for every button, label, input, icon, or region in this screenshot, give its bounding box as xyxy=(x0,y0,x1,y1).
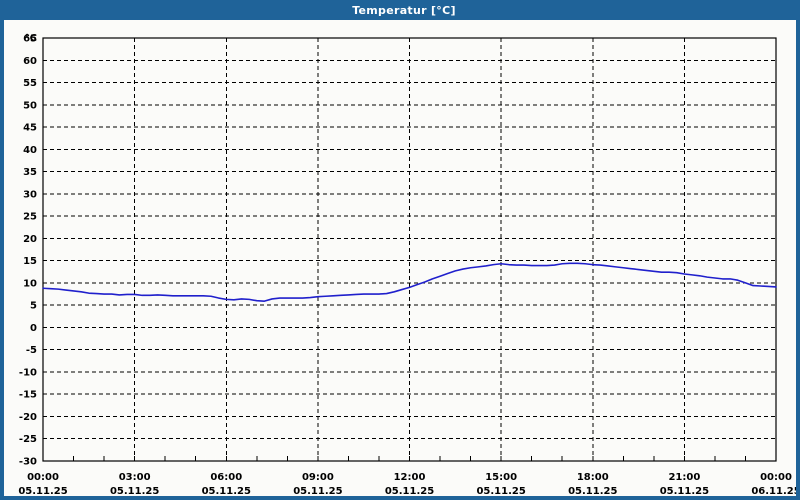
y-axis-tick-label: 65 xyxy=(23,34,37,45)
x-axis-labels: 00:00 05.11.25 03:00 05.11.25 06:00 05.11.25 0… xyxy=(18,472,800,497)
y-axis-tick-label: 50 xyxy=(23,100,37,111)
y-axis-tick-label: 0 xyxy=(30,323,37,334)
x-axis-time-label: 21:00 xyxy=(668,472,700,483)
x-axis-date-label: 05.11.25 xyxy=(293,486,342,497)
y-axis-tick-label: -15 xyxy=(19,390,37,401)
temperature-series-line xyxy=(42,262,777,302)
window-title: Temperatur [°C] xyxy=(352,3,456,17)
y-axis-tick-label: 45 xyxy=(23,123,37,134)
x-axis-date-label: 05.11.25 xyxy=(202,486,251,497)
minor-axis-ticks xyxy=(42,456,777,461)
temperature-line-chart: 65605550454035302520151050-5-10-15-20-25… xyxy=(4,20,800,497)
chart-canvas: 65 60 55 50 45 40 35 30 25 20 15 10 5 0 -5 -10 -15 -20 -25… xyxy=(4,20,800,497)
window-title-bar: Temperatur [°C] xyxy=(4,0,796,20)
x-axis-time-label: 06:00 xyxy=(210,472,242,483)
x-axis-date-label: 05.11.25 xyxy=(110,486,159,497)
y-axis-tick-label: -30 xyxy=(19,457,37,468)
x-axis-time-label: 09:00 xyxy=(302,472,334,483)
y-axis-tick-label: -20 xyxy=(19,412,37,423)
y-axis-tick-label: 60 xyxy=(23,56,37,67)
y-axis-tick-label: 20 xyxy=(23,234,37,245)
chart-background xyxy=(4,20,796,496)
y-axis-unit-label: °C xyxy=(25,33,37,44)
y-axis-tick-label: -5 xyxy=(26,345,37,356)
x-axis-time-label: 15:00 xyxy=(485,472,517,483)
x-axis-time-label: 03:00 xyxy=(119,472,151,483)
x-axis-date-label: 05.11.25 xyxy=(18,486,67,497)
y-axis-tick-label: -25 xyxy=(19,434,37,445)
x-axis-time-label: 00:00 xyxy=(760,472,792,483)
y-axis-tick-label: 55 xyxy=(23,78,37,89)
y-axis-tick-label: 30 xyxy=(23,189,37,200)
y-axis-tick-label: -10 xyxy=(19,367,37,378)
x-axis-time-label: 00:00 xyxy=(27,472,59,483)
x-axis-date-label: 05.11.25 xyxy=(476,486,525,497)
x-axis-date-label: 06.11.25 xyxy=(751,486,800,497)
x-axis-date-label: 05.11.25 xyxy=(660,486,709,497)
x-axis-time-label: 12:00 xyxy=(394,472,426,483)
x-axis-time-label: 18:00 xyxy=(577,472,609,483)
y-axis-tick-label: 35 xyxy=(23,167,37,178)
y-axis-labels: 65605550454035302520151050-5-10-15-20-25… xyxy=(19,34,37,468)
y-axis-tick-label: 5 xyxy=(30,301,37,312)
y-axis-tick-label: 25 xyxy=(23,212,37,223)
x-axis-date-label: 05.11.25 xyxy=(568,486,617,497)
plot-frame xyxy=(42,37,777,462)
y-axis-tick-label: 10 xyxy=(23,278,37,289)
y-axis-tick-label: 15 xyxy=(23,256,37,267)
y-axis-tick-label: 40 xyxy=(23,145,37,156)
x-axis-date-label: 05.11.25 xyxy=(385,486,434,497)
vertical-gridlines xyxy=(134,38,685,461)
